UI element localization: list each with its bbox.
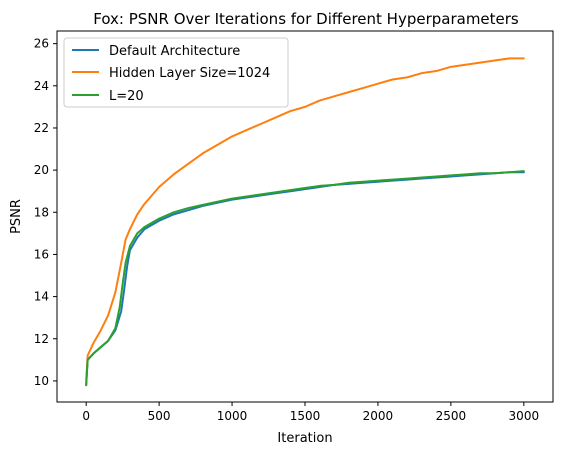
series-line-l-20 <box>85 170 525 387</box>
x-tick-label-2000: 2000 <box>363 409 394 423</box>
legend-label-hidden-layer-size-1024: Hidden Layer Size=1024 <box>109 66 270 81</box>
series-line-hidden-layer-size-1024 <box>85 57 525 382</box>
y-tick-label-26: 26 <box>34 37 49 51</box>
x-tick-label-3000: 3000 <box>509 409 540 423</box>
y-tick-label-22: 22 <box>34 121 49 135</box>
x-axis-label: Iteration <box>277 431 332 446</box>
series-line-default-architecture <box>85 171 525 387</box>
y-tick-label-18: 18 <box>34 205 49 219</box>
y-tick-label-24: 24 <box>34 79 49 93</box>
y-tick-label-16: 16 <box>34 247 49 261</box>
x-tick-label-1000: 1000 <box>217 409 248 423</box>
x-tick-label-0: 0 <box>82 409 90 423</box>
legend-label-l-20: L=20 <box>109 89 144 104</box>
y-tick-label-14: 14 <box>34 290 49 304</box>
legend: Default Architecture Hidden Layer Size=1… <box>63 37 289 108</box>
x-axis-ticks: 0 500 1000 1500 2000 2500 3000 <box>82 402 539 423</box>
x-tick-label-2500: 2500 <box>436 409 467 423</box>
x-tick-label-1500: 1500 <box>290 409 321 423</box>
y-tick-label-10: 10 <box>34 374 49 388</box>
chart-title: Fox: PSNR Over Iterations for Different … <box>93 10 519 28</box>
y-tick-label-12: 12 <box>34 332 49 346</box>
x-tick-label-500: 500 <box>148 409 171 423</box>
y-axis-ticks: 10 12 14 16 18 20 22 24 26 <box>34 37 57 388</box>
legend-box <box>63 37 289 108</box>
y-axis-label: PSNR <box>9 199 24 234</box>
legend-label-default-architecture: Default Architecture <box>109 44 240 59</box>
series-layer <box>85 57 525 387</box>
y-tick-label-20: 20 <box>34 163 49 177</box>
